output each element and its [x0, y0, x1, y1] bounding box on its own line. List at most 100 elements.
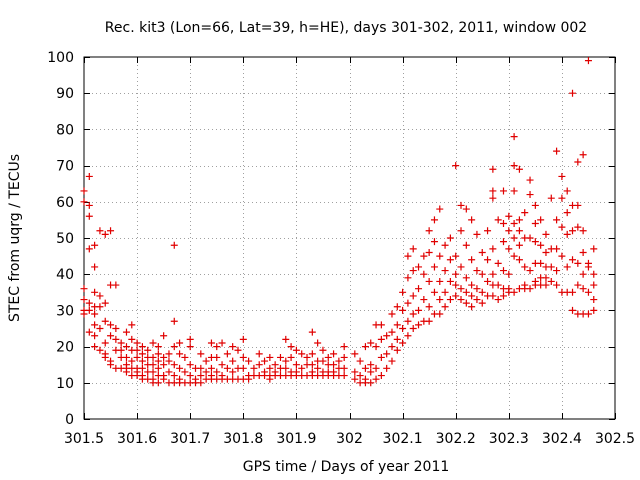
data-point — [229, 343, 237, 351]
data-point — [133, 346, 141, 354]
data-point — [425, 248, 433, 256]
data-point — [409, 245, 417, 253]
y-tick-label: 50 — [56, 231, 74, 247]
data-point — [101, 317, 109, 325]
data-point — [107, 227, 115, 235]
y-tick-label: 80 — [56, 122, 74, 138]
data-point — [446, 277, 454, 285]
data-point — [367, 368, 375, 376]
data-point — [112, 325, 120, 332]
data-point — [484, 227, 492, 235]
data-point — [91, 332, 99, 340]
data-point — [584, 288, 592, 296]
data-point — [245, 375, 253, 383]
data-point — [165, 357, 173, 365]
data-point — [569, 227, 577, 235]
data-point — [128, 357, 136, 365]
data-point — [266, 353, 274, 361]
data-point — [122, 328, 130, 336]
data-point — [112, 335, 120, 343]
data-point — [186, 372, 194, 380]
data-point — [542, 281, 550, 289]
data-point — [499, 267, 507, 275]
data-point — [404, 317, 412, 325]
data-point — [452, 292, 460, 300]
data-point — [255, 361, 263, 369]
data-point — [85, 306, 93, 314]
data-point — [197, 364, 205, 372]
data-point — [324, 353, 332, 361]
data-point — [85, 212, 93, 220]
data-points — [80, 57, 598, 387]
data-point — [542, 274, 550, 282]
data-point — [393, 321, 401, 329]
grid-lines — [84, 57, 615, 419]
data-point — [409, 325, 417, 332]
data-point — [468, 292, 476, 300]
data-point — [160, 361, 168, 369]
data-point — [531, 238, 539, 246]
data-point — [526, 234, 534, 242]
data-point — [176, 364, 184, 372]
y-axis-label: STEC from uqrg / TECUs — [7, 154, 23, 322]
data-point — [404, 252, 412, 260]
data-point — [80, 187, 88, 195]
data-point — [170, 343, 178, 351]
data-point — [515, 165, 523, 173]
data-point — [542, 230, 550, 238]
data-point — [446, 256, 454, 264]
data-point — [117, 339, 125, 347]
x-tick-label: 302.4 — [542, 431, 582, 447]
data-point — [510, 252, 518, 260]
data-point — [154, 343, 162, 351]
data-point — [526, 285, 534, 293]
data-point — [101, 339, 109, 347]
data-point — [505, 212, 513, 220]
data-point — [239, 335, 247, 343]
data-point — [234, 346, 242, 354]
data-point — [473, 296, 481, 304]
data-point — [452, 252, 460, 260]
data-point — [239, 353, 247, 361]
data-point — [436, 205, 444, 213]
data-point — [197, 379, 205, 387]
data-point — [85, 172, 93, 180]
data-point — [133, 339, 141, 347]
data-point — [356, 357, 364, 365]
data-point — [101, 230, 109, 238]
data-point — [107, 361, 115, 369]
data-point — [462, 288, 470, 296]
data-point — [372, 343, 380, 351]
data-point — [276, 353, 284, 361]
data-point — [250, 364, 258, 372]
data-point — [553, 147, 561, 155]
data-point — [484, 277, 492, 285]
data-point — [415, 321, 423, 329]
x-tick-labels: 301.5 301.6 301.7 301.8 301.9 302 302.1 302.2 30… — [64, 431, 635, 447]
data-point — [489, 270, 497, 278]
y-tick-label: 90 — [56, 86, 74, 102]
data-point — [213, 353, 221, 361]
data-point — [489, 194, 497, 202]
data-point — [85, 299, 93, 307]
data-point — [510, 133, 518, 141]
data-point — [85, 328, 93, 336]
data-point — [563, 230, 571, 238]
data-point — [399, 306, 407, 314]
data-point — [361, 364, 369, 372]
data-point — [489, 245, 497, 253]
data-point — [170, 372, 178, 380]
data-point — [468, 256, 476, 264]
data-point — [457, 296, 465, 304]
data-point — [165, 350, 173, 358]
data-point — [420, 270, 428, 278]
data-point — [80, 198, 88, 206]
data-point — [478, 248, 486, 256]
data-point — [372, 375, 380, 383]
data-point — [473, 267, 481, 275]
data-point — [457, 285, 465, 293]
data-point — [399, 325, 407, 332]
data-point — [80, 310, 88, 318]
data-point — [468, 216, 476, 224]
data-point — [574, 281, 582, 289]
